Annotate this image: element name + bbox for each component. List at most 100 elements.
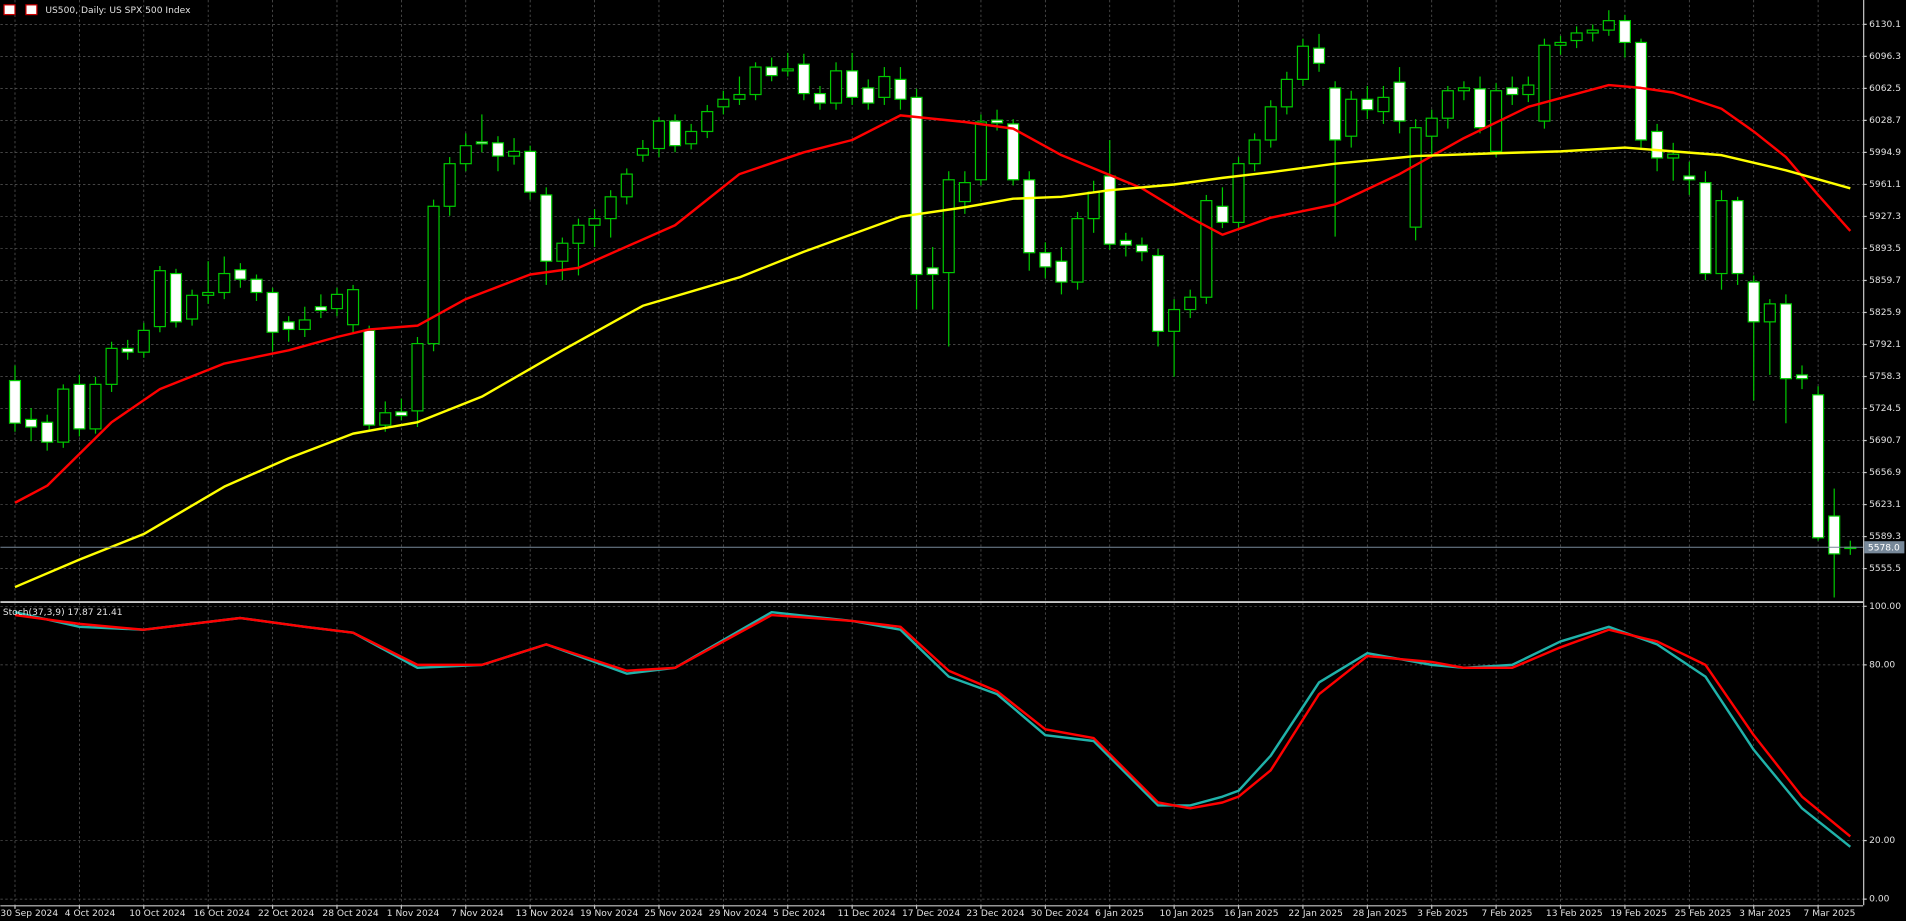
indicator-line — [14, 83, 1852, 504]
candle-body — [459, 145, 472, 165]
candle-body — [218, 272, 231, 294]
candle-body — [1312, 47, 1326, 64]
candle-body — [491, 142, 505, 157]
y-tick-label: 5690.7 — [1869, 436, 1901, 446]
y-tick-label: 5589.3 — [1869, 532, 1901, 542]
candle-body — [1651, 130, 1664, 159]
candle-body — [1329, 87, 1342, 141]
y-tick-label: 6028.7 — [1869, 116, 1901, 126]
y-tick-label: 5656.9 — [1869, 468, 1901, 478]
y-tick-label: 5994.9 — [1869, 148, 1901, 158]
x-tick-label: 28 Jan 2025 — [1353, 909, 1408, 919]
y-tick-label: 6062.5 — [1869, 84, 1901, 94]
candle-body — [926, 267, 939, 276]
y-tick-label: 6130.1 — [1869, 20, 1901, 30]
candle-body — [346, 289, 360, 326]
candle-body — [540, 194, 553, 262]
x-tick-label: 19 Feb 2025 — [1610, 909, 1667, 919]
candle-body — [733, 93, 746, 100]
x-tick-label: 13 Nov 2024 — [516, 909, 575, 919]
candle-body — [1023, 179, 1036, 254]
x-tick-label: 3 Mar 2025 — [1739, 909, 1791, 919]
candle-body — [1200, 200, 1213, 298]
candle-body — [1361, 98, 1374, 111]
candle-body — [701, 110, 714, 133]
candle-body — [443, 163, 456, 207]
candle-body — [604, 196, 617, 220]
y-tick-label: 5555.5 — [1869, 564, 1901, 574]
candle-body — [1103, 175, 1116, 245]
candle-body — [153, 270, 166, 328]
candle-body — [202, 291, 215, 296]
candle-body — [1699, 182, 1712, 275]
y-tick-label: 5623.1 — [1869, 500, 1901, 510]
candle-body — [894, 78, 907, 100]
candle-body — [41, 421, 54, 443]
x-tick-label: 16 Jan 2025 — [1224, 909, 1279, 919]
candle-body — [1522, 84, 1535, 96]
candle-body — [8, 379, 22, 424]
candle-body — [1280, 78, 1293, 108]
candle-body — [1184, 296, 1197, 311]
candle-body — [1634, 41, 1648, 141]
x-tick-label: 4 Oct 2024 — [65, 909, 116, 919]
candle-body — [846, 70, 859, 98]
candle-body — [1779, 303, 1792, 380]
y-tick-label: 0.00 — [1869, 895, 1889, 905]
candle-body — [910, 96, 923, 276]
candle-body — [1345, 98, 1358, 137]
candle-body — [1071, 218, 1084, 283]
candle-body — [314, 306, 327, 312]
x-tick-label: 10 Oct 2024 — [129, 909, 186, 919]
x-tick-label: 19 Nov 2024 — [580, 909, 639, 919]
x-tick-label: 7 Mar 2025 — [1804, 909, 1856, 919]
candle-body — [974, 121, 988, 181]
y-tick-label: 5758.3 — [1869, 372, 1901, 382]
candle-body — [89, 383, 102, 430]
candle-body — [298, 319, 311, 331]
x-tick-label: 28 Oct 2024 — [322, 909, 379, 919]
candle-body — [1055, 260, 1068, 283]
candle-body — [282, 321, 295, 331]
candle-body — [1039, 252, 1052, 268]
candle-body — [1377, 96, 1390, 113]
candle-body — [1812, 394, 1825, 539]
indicator-line — [14, 146, 1851, 589]
candle-body — [1731, 200, 1744, 275]
x-tick-label: 11 Dec 2024 — [838, 909, 896, 919]
candle-body — [942, 179, 955, 274]
candle-body — [234, 269, 247, 280]
candle-body — [1119, 239, 1132, 246]
candle-body — [1168, 308, 1181, 332]
candle-body — [1007, 123, 1020, 181]
y-tick-label: 5927.3 — [1869, 212, 1901, 222]
x-tick-label: 10 Jan 2025 — [1160, 909, 1215, 919]
candle-body — [862, 87, 875, 104]
x-tick-label: 22 Jan 2025 — [1288, 909, 1343, 919]
x-tick-label: 30 Sep 2024 — [0, 909, 58, 919]
candle-body — [395, 411, 408, 417]
candle-body — [1506, 87, 1519, 96]
x-tick-label: 25 Nov 2024 — [644, 909, 703, 919]
y-tick-label: 5825.9 — [1869, 308, 1901, 318]
candle-body — [1441, 90, 1454, 119]
candle-body — [1248, 139, 1261, 165]
x-tick-label: 22 Oct 2024 — [258, 909, 315, 919]
candle-body — [169, 272, 183, 323]
candle-body — [266, 291, 279, 333]
x-tick-label: 29 Nov 2024 — [709, 909, 768, 919]
candle-body — [507, 150, 521, 157]
x-tick-label: 16 Oct 2024 — [194, 909, 251, 919]
candle-body — [1135, 244, 1149, 253]
y-tick-label: 6096.3 — [1869, 52, 1901, 62]
x-tick-label: 6 Jan 2025 — [1095, 909, 1144, 919]
candle-body — [1473, 88, 1487, 129]
candle-body — [878, 75, 891, 98]
candle-body — [1763, 303, 1776, 323]
candle-body — [829, 70, 843, 104]
x-tick-label: 5 Dec 2024 — [773, 909, 826, 919]
x-tick-label: 17 Dec 2024 — [902, 909, 960, 919]
x-tick-label: 7 Feb 2025 — [1482, 909, 1533, 919]
